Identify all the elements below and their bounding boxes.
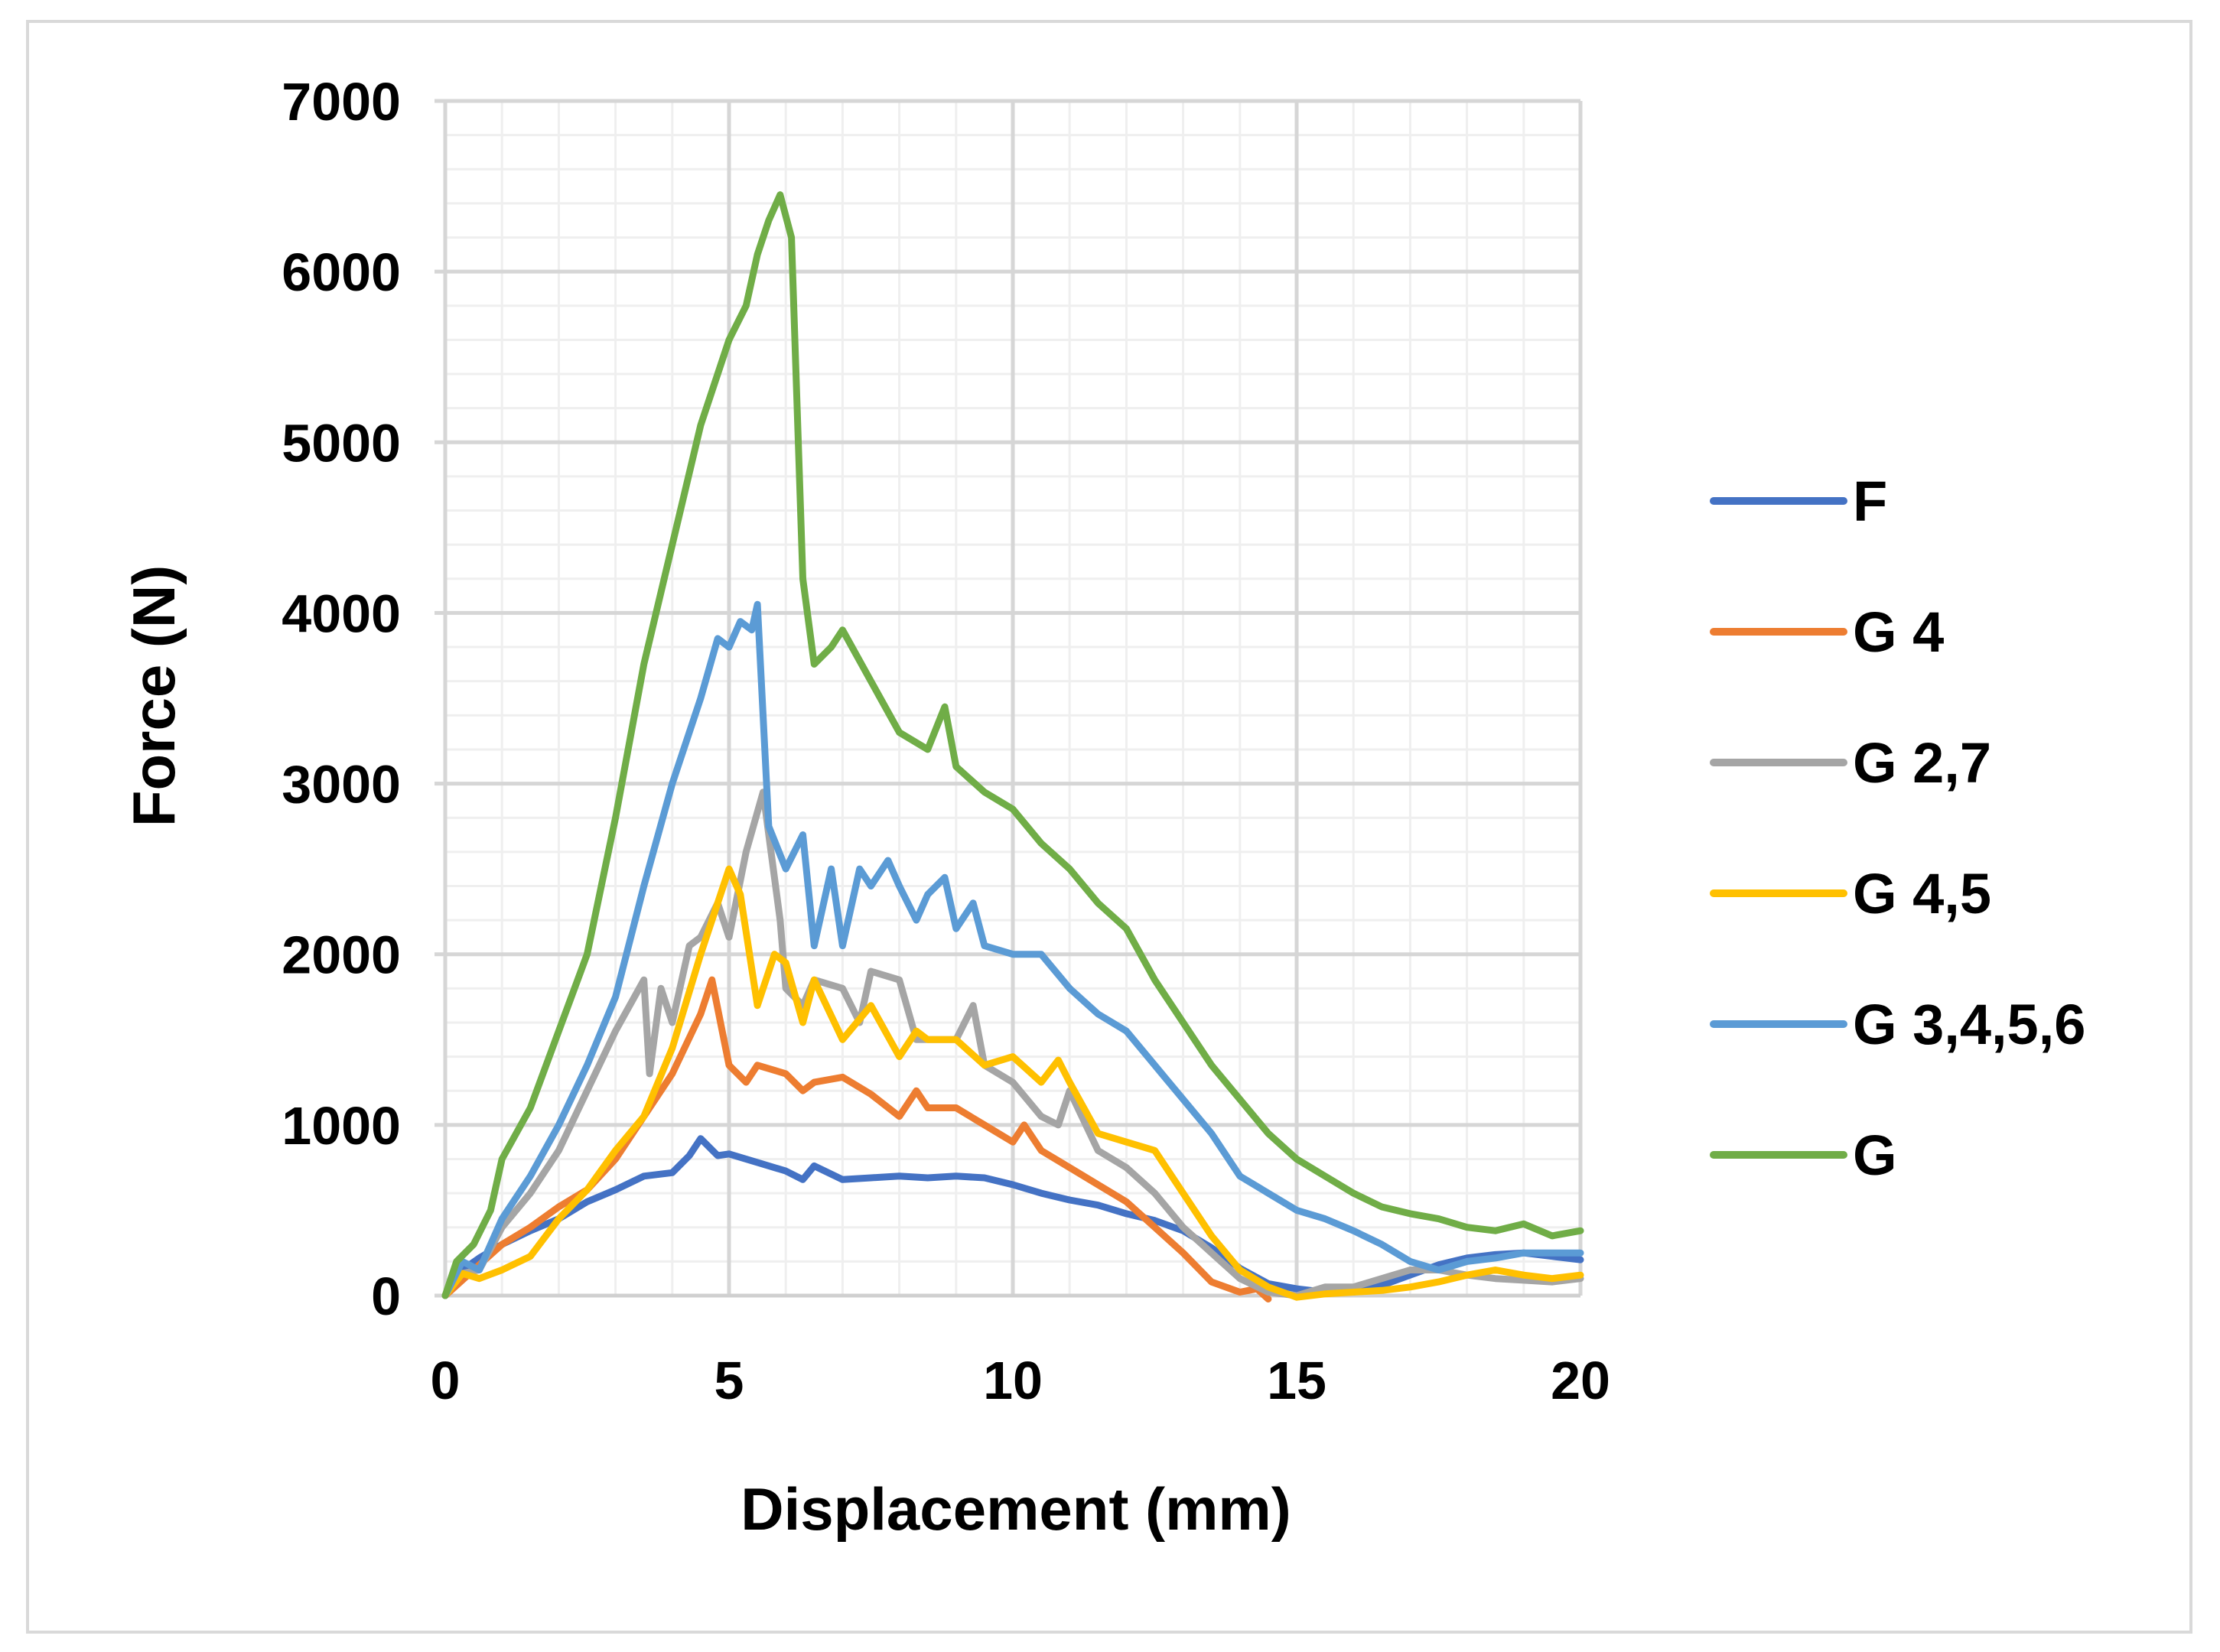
legend-label-g-2-7: G 2,7 [1853, 731, 1991, 795]
x-tick-label: 5 [715, 1351, 744, 1410]
grid [435, 99, 1583, 1298]
y-tick-label: 5000 [282, 413, 401, 473]
x-tick-label: 10 [983, 1351, 1043, 1410]
series-lines [441, 191, 1584, 1302]
y-tick-label: 7000 [282, 72, 401, 132]
series-line-g [441, 191, 1584, 1299]
legend-label-g-4: G 4 [1853, 600, 1944, 664]
legend-label-g-4-5: G 4,5 [1853, 862, 1991, 925]
y-tick-label: 4000 [282, 584, 401, 643]
x-tick-label: 20 [1551, 1351, 1610, 1410]
y-axis-title: Force (N) [120, 565, 187, 827]
y-tick-label: 0 [371, 1267, 401, 1326]
tick-labels: 0 5 10 15 20 0 1000 2000 3000 4000 5000 6000 7000 [282, 72, 1610, 1410]
series-line-g-4-5 [441, 865, 1584, 1301]
series-line-g-3-4-5-6 [441, 600, 1584, 1299]
y-tick-label: 6000 [282, 242, 401, 302]
legend-label-f: F [1853, 470, 1887, 533]
series-line-g-2-7 [441, 789, 1584, 1299]
y-tick-label: 1000 [282, 1096, 401, 1156]
x-tick-label: 15 [1267, 1351, 1326, 1410]
legend-label-g: G [1853, 1124, 1897, 1187]
series-line-g-4 [441, 976, 1272, 1302]
y-tick-label: 2000 [282, 925, 401, 985]
legend: F G 4 G 2,7 G 4,5 G 3,4,5,6 G [1710, 470, 2085, 1187]
x-tick-label: 0 [431, 1351, 461, 1410]
x-axis-title: Displacement (mm) [741, 1475, 1291, 1543]
legend-label-g-3-4-5-6: G 3,4,5,6 [1853, 993, 2085, 1056]
chart-frame [26, 20, 2192, 1634]
y-tick-label: 3000 [282, 755, 401, 815]
